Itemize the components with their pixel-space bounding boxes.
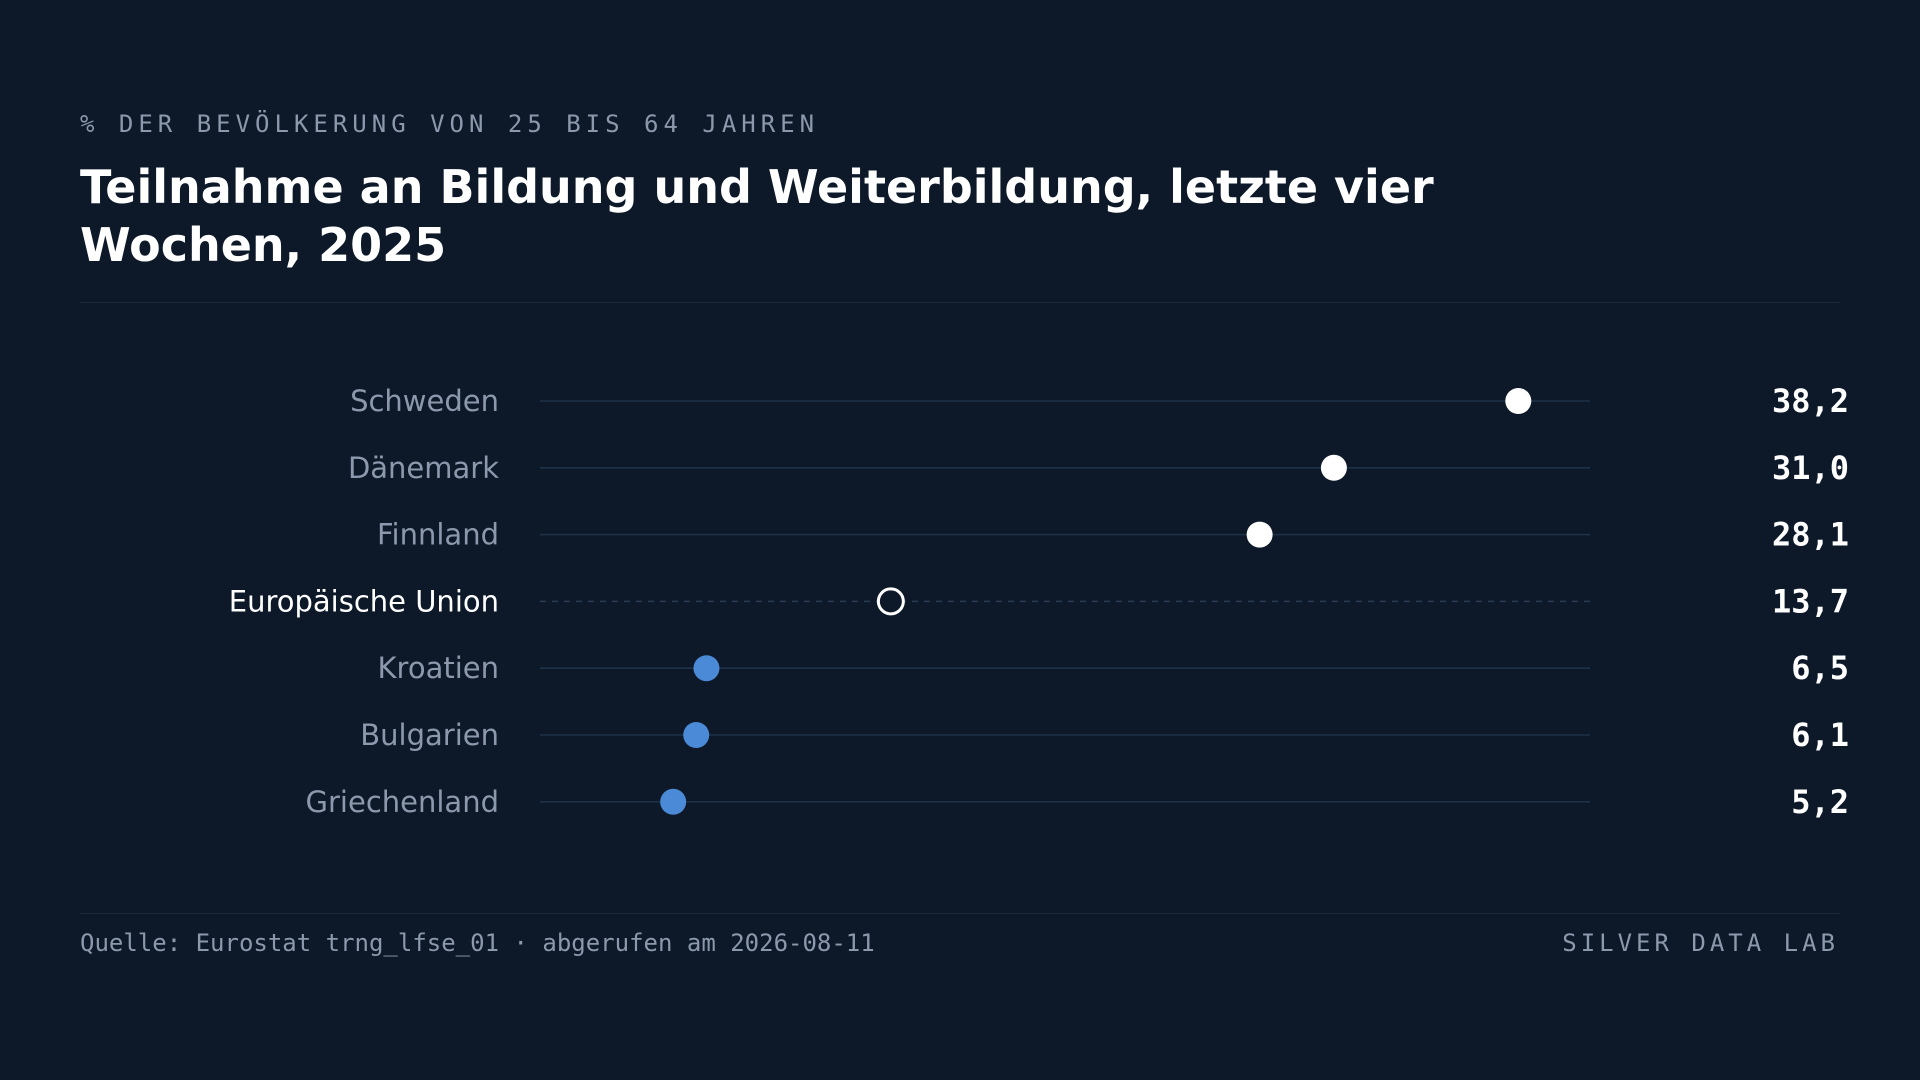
value-label: 13,7 xyxy=(1772,582,1849,620)
chart-subtitle: % DER BEVÖLKERUNG VON 25 BIS 64 JAHREN xyxy=(80,110,820,138)
category-label: Kroatien xyxy=(378,651,499,685)
value-label: 28,1 xyxy=(1772,516,1849,554)
source-note: Quelle: Eurostat trng_lfse_01 · abgerufe… xyxy=(80,929,875,957)
category-label: Dänemark xyxy=(348,451,499,485)
header-divider xyxy=(80,302,1840,303)
category-label: Finnland xyxy=(377,518,499,552)
category-label: Bulgarien xyxy=(360,718,499,752)
brand-label: SILVER DATA LAB xyxy=(1562,929,1839,957)
footer-divider xyxy=(80,913,1840,914)
data-point xyxy=(1320,454,1347,481)
value-label: 38,2 xyxy=(1772,382,1849,420)
category-label: Europäische Union xyxy=(229,584,499,618)
data-point xyxy=(693,655,720,682)
data-point xyxy=(876,587,905,616)
data-point xyxy=(1246,521,1273,548)
value-label: 6,1 xyxy=(1791,716,1849,754)
category-label: Griechenland xyxy=(306,785,499,819)
value-label: 6,5 xyxy=(1791,649,1849,687)
value-label: 31,0 xyxy=(1772,449,1849,487)
data-point xyxy=(660,788,687,815)
data-point xyxy=(1505,388,1532,414)
data-point xyxy=(683,722,710,748)
category-label: Schweden xyxy=(350,384,499,418)
value-label: 5,2 xyxy=(1791,783,1849,821)
chart-title: Teilnahme an Bildung und Weiterbildung, … xyxy=(80,160,1434,272)
